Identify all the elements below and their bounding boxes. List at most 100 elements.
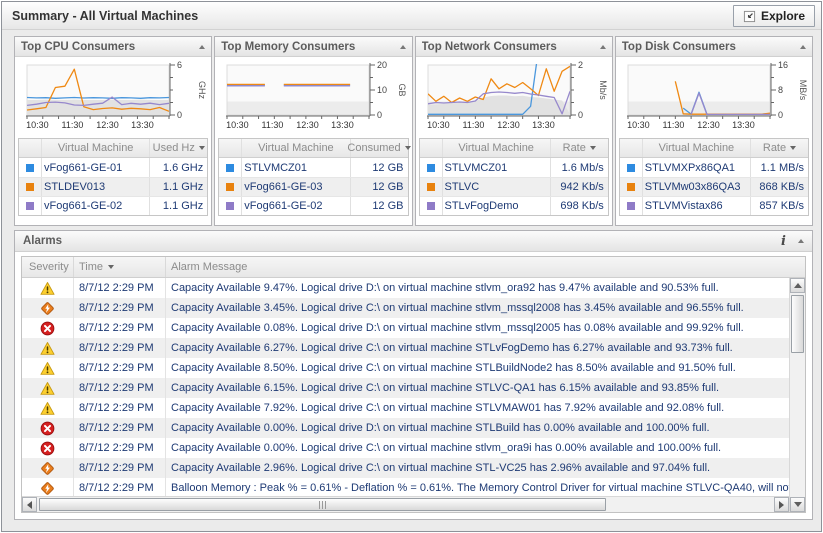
scroll-right-button[interactable] xyxy=(774,497,789,512)
series-color-swatch xyxy=(226,183,235,191)
network-chart-canvas: 0 2 Mb/s 10:30 11:30 12:30 13:30 xyxy=(426,60,608,130)
collapse-cpu-icon[interactable] xyxy=(199,44,206,49)
table-row[interactable]: vFog661-GE-02 12 GB xyxy=(219,196,408,215)
vm-name: STLVMXPx86QA1 xyxy=(641,158,750,177)
network-consumers-chart[interactable]: 0 2 Mb/s 10:30 11:30 12:30 13:30 xyxy=(416,59,612,137)
series-color-swatch xyxy=(426,202,435,210)
alarm-message-cell: Capacity Available 7.92%. Logical drive … xyxy=(171,402,725,414)
fatal-error-icon xyxy=(40,441,55,456)
collapse-disk-icon[interactable] xyxy=(800,44,806,49)
alarms-horizontal-scrollbar[interactable] xyxy=(22,496,789,512)
column-consumed[interactable]: Consumed xyxy=(347,139,411,157)
table-row[interactable]: STLVMCZ01 12 GB xyxy=(219,158,407,177)
collapse-alarms-icon[interactable] xyxy=(798,239,804,243)
table-row[interactable]: STLVMw03x86QA3 868 KB/s xyxy=(619,177,808,196)
series-swatch-cell xyxy=(219,202,241,210)
svg-text:12:30: 12:30 xyxy=(96,120,119,130)
series-color-swatch xyxy=(426,163,435,172)
warning-triangle-icon xyxy=(40,401,55,416)
alarms-col-severity[interactable]: Severity xyxy=(22,257,74,277)
critical-diamond-icon xyxy=(40,481,55,496)
alarm-row[interactable]: 8/7/12 2:29 PM Capacity Available 0.08%. … xyxy=(22,318,789,338)
series-swatch-cell xyxy=(620,163,642,172)
table-row[interactable]: STLVMXPx86QA1 1.1 MB/s xyxy=(620,158,808,177)
table-row[interactable]: STLvFogDemo 698 Kb/s xyxy=(419,196,608,215)
sort-desc-icon xyxy=(108,265,115,269)
alarm-message-cell: Capacity Available 6.15%. Logical drive … xyxy=(171,382,720,394)
scroll-down-button[interactable] xyxy=(790,497,805,512)
network-consumers-table: Virtual Machine Rate STLVMCZ01 1.6 Mb/s STLV… xyxy=(418,138,609,216)
collapse-memory-icon[interactable] xyxy=(399,44,406,49)
series-color-swatch xyxy=(226,202,235,210)
column-virtual-machine[interactable]: Virtual Machine xyxy=(241,139,349,157)
explore-button[interactable]: Explore xyxy=(732,5,815,27)
alarm-row[interactable]: 8/7/12 2:29 PM Capacity Available 9.47%. … xyxy=(22,278,789,298)
alarm-time-cell: 8/7/12 2:29 PM xyxy=(74,278,166,298)
vm-value: 868 KB/s xyxy=(750,178,808,196)
alarm-row[interactable]: 8/7/12 2:29 PM Balloon Memory : Peak % = … xyxy=(22,478,789,496)
info-icon[interactable]: i xyxy=(781,233,786,249)
disk-consumers-table: Virtual Machine Rate STLVMXPx86QA1 1.1 MB/s… xyxy=(618,138,809,216)
table-row[interactable]: STLDEV013 1.1 GHz xyxy=(19,177,208,196)
cpu-consumers-chart[interactable]: 0 6 GHz 10:30 11:30 12:30 13:30 xyxy=(15,59,211,137)
column-used-hz[interactable]: Used Hz xyxy=(149,139,207,157)
alarm-row[interactable]: 8/7/12 2:29 PM Capacity Available 3.45%. … xyxy=(22,298,789,318)
svg-text:2: 2 xyxy=(578,60,583,70)
alarm-time-cell: 8/7/12 2:29 PM xyxy=(74,378,166,398)
alarms-table-header: Severity Time Alarm Message xyxy=(22,257,805,278)
alarm-severity-cell xyxy=(22,418,74,438)
svg-text:GB: GB xyxy=(397,83,407,96)
collapse-network-icon[interactable] xyxy=(599,44,606,49)
alarms-table: Severity Time Alarm Message 8/7/12 2:29 … xyxy=(21,256,806,513)
alarm-row[interactable]: 8/7/12 2:29 PM Capacity Available 0.00%. … xyxy=(22,438,789,458)
alarms-vertical-scrollbar[interactable] xyxy=(789,278,805,512)
svg-text:0: 0 xyxy=(578,110,583,120)
alarm-message-cell: Capacity Available 8.50%. Logical drive … xyxy=(171,362,736,374)
scroll-left-button[interactable] xyxy=(22,497,37,512)
alarm-row[interactable]: 8/7/12 2:29 PM Capacity Available 7.92%. … xyxy=(22,398,789,418)
fatal-error-icon xyxy=(40,321,55,336)
table-row[interactable]: STLVMCZ01 1.6 Mb/s xyxy=(420,158,608,177)
alarm-row[interactable]: 8/7/12 2:29 PM Capacity Available 6.15%. … xyxy=(22,378,789,398)
table-row[interactable]: STLVMVistax86 857 KB/s xyxy=(619,196,808,215)
disk-consumers-chart[interactable]: 0 8 16 MB/s 10:30 11:30 12:30 13:30 xyxy=(616,59,812,137)
memory-consumers-table: Virtual Machine Consumed STLVMCZ01 12 GB vFo… xyxy=(218,138,411,216)
table-row[interactable]: vFog661-GE-02 1.1 GHz xyxy=(19,196,208,215)
scroll-up-button[interactable] xyxy=(790,278,805,293)
svg-text:11:30: 11:30 xyxy=(662,120,684,130)
cpu-chart-canvas: 0 6 GHz 10:30 11:30 12:30 13:30 xyxy=(26,60,207,130)
memory-consumers-chart[interactable]: 0 10 20 GB 10:30 11:30 12:30 13:30 xyxy=(215,59,411,137)
series-color-swatch xyxy=(426,183,435,191)
alarms-col-time[interactable]: Time xyxy=(74,257,166,277)
horizontal-scroll-track[interactable] xyxy=(37,497,774,512)
column-rate[interactable]: Rate xyxy=(549,139,608,157)
vm-name: STLVC xyxy=(441,178,550,196)
vertical-scroll-thumb[interactable] xyxy=(791,295,804,353)
horizontal-scroll-thumb[interactable] xyxy=(39,498,607,511)
warning-triangle-icon xyxy=(40,341,55,356)
column-virtual-machine[interactable]: Virtual Machine xyxy=(41,139,149,157)
panel-title-cpu: Top CPU Consumers xyxy=(21,40,136,53)
column-virtual-machine[interactable]: Virtual Machine xyxy=(641,139,750,157)
table-row[interactable]: vFog661-GE-03 12 GB xyxy=(219,177,408,196)
column-virtual-machine[interactable]: Virtual Machine xyxy=(441,139,550,157)
vm-value: 1.1 MB/s xyxy=(750,158,808,177)
page-title: Summary - All Virtual Machines xyxy=(12,8,199,23)
series-swatch-cell xyxy=(19,163,41,172)
alarms-col-message[interactable]: Alarm Message xyxy=(171,261,248,273)
table-row[interactable]: vFog661-GE-01 1.6 GHz xyxy=(19,158,207,177)
vm-name: vFog661-GE-02 xyxy=(241,197,349,215)
sort-column-label: Rate xyxy=(762,142,787,154)
alarm-row[interactable]: 8/7/12 2:29 PM Capacity Available 6.27%. … xyxy=(22,338,789,358)
alarm-row[interactable]: 8/7/12 2:29 PM Capacity Available 8.50%. … xyxy=(22,358,789,378)
svg-text:12:30: 12:30 xyxy=(297,120,320,130)
alarm-message-cell: Capacity Available 9.47%. Logical drive … xyxy=(171,282,719,294)
disk-table-header: Virtual Machine Rate xyxy=(619,139,808,158)
column-rate[interactable]: Rate xyxy=(750,139,808,157)
table-row[interactable]: STLVC 942 Kb/s xyxy=(419,177,608,196)
alarm-row[interactable]: 8/7/12 2:29 PM Capacity Available 0.00%. … xyxy=(22,418,789,438)
alarm-row[interactable]: 8/7/12 2:29 PM Capacity Available 2.96%. … xyxy=(22,458,789,478)
explore-label: Explore xyxy=(760,9,805,23)
disk-chart-canvas: 0 8 16 MB/s 10:30 11:30 12:30 13:30 xyxy=(626,60,808,130)
